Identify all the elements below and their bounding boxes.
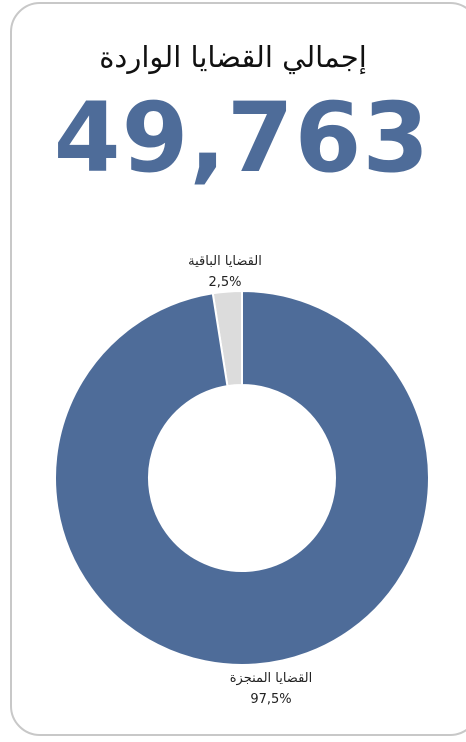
total-cases-value: 49,763 [53, 82, 431, 194]
slice-value-completed: 97,5% [250, 692, 291, 707]
page-title: إجمالي القضايا الواردة [99, 40, 367, 74]
slice-label-completed: القضايا المنجزة [230, 671, 312, 686]
donut-slice-completed [54, 289, 430, 666]
slice-value-remaining: 2,5% [208, 275, 241, 290]
slice-label-remaining: القضايا الباقية [188, 254, 262, 269]
